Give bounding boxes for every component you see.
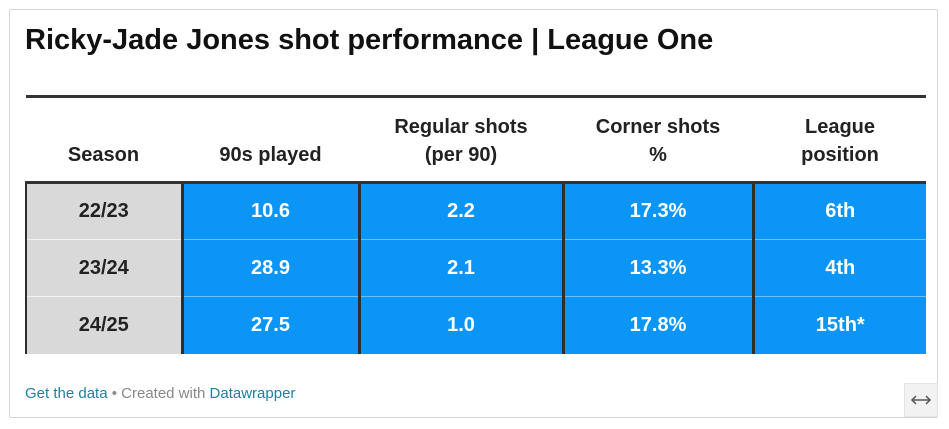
corner-shots-cell: 17.8% — [561, 296, 753, 354]
column-header-line1: Corner shots — [595, 116, 721, 138]
table-row: 23/24 28.9 2.1 13.3% 4th — [25, 239, 926, 297]
footer-credit-text: • Created with — [107, 385, 210, 402]
column-header-line2: (per 90) — [424, 144, 498, 166]
table-row: 22/23 10.6 2.2 17.3% 6th — [25, 182, 926, 240]
column-header-90s-played[interactable]: 90s played — [181, 95, 359, 184]
regular-shots-cell: 2.1 — [357, 239, 563, 297]
corner-shots-cell: 17.3% — [561, 182, 753, 240]
column-header-line1: League — [804, 116, 876, 138]
played-cell: 28.9 — [180, 239, 359, 297]
horizontal-resize-arrows-icon[interactable] — [904, 383, 938, 417]
column-header-line2: Season — [67, 144, 140, 166]
column-header-line2: 90s played — [219, 144, 322, 166]
column-header-season[interactable]: Season — [26, 95, 182, 184]
regular-shots-cell: 1.0 — [357, 296, 563, 354]
column-header-line2: position — [801, 144, 879, 166]
get-the-data-link[interactable]: Get the data — [25, 385, 108, 402]
chart-title: Ricky-Jade Jones shot performance | Leag… — [25, 24, 714, 56]
league-position-cell: 4th — [751, 239, 926, 297]
season-cell: 22/23 — [25, 182, 182, 240]
data-table-wrapper: Season 90s played Regular shots (per 90)… — [25, 95, 926, 354]
column-header-regular-shots[interactable]: Regular shots (per 90) — [358, 95, 563, 184]
column-header-corner-shots[interactable]: Corner shots % — [562, 95, 753, 184]
chart-footer: Get the data • Created with Datawrapper — [25, 385, 295, 402]
column-header-league-position[interactable]: League position — [752, 95, 926, 184]
column-header-line2: % — [649, 144, 667, 166]
regular-shots-cell: 2.2 — [357, 182, 563, 240]
played-cell: 27.5 — [180, 296, 359, 354]
table-row: 24/25 27.5 1.0 17.8% 15th* — [25, 296, 926, 354]
season-cell: 23/24 — [25, 239, 182, 297]
table-header-row: Season 90s played Regular shots (per 90)… — [26, 95, 926, 184]
played-cell: 10.6 — [180, 182, 359, 240]
column-header-line1: Regular shots — [394, 116, 528, 138]
corner-shots-cell: 13.3% — [561, 239, 753, 297]
datawrapper-link[interactable]: Datawrapper — [209, 385, 296, 402]
resize-arrows-svg — [910, 395, 932, 405]
league-position-cell: 6th — [751, 182, 926, 240]
data-table: Season 90s played Regular shots (per 90)… — [25, 95, 926, 354]
season-cell: 24/25 — [25, 296, 182, 354]
league-position-cell: 15th* — [751, 296, 926, 354]
